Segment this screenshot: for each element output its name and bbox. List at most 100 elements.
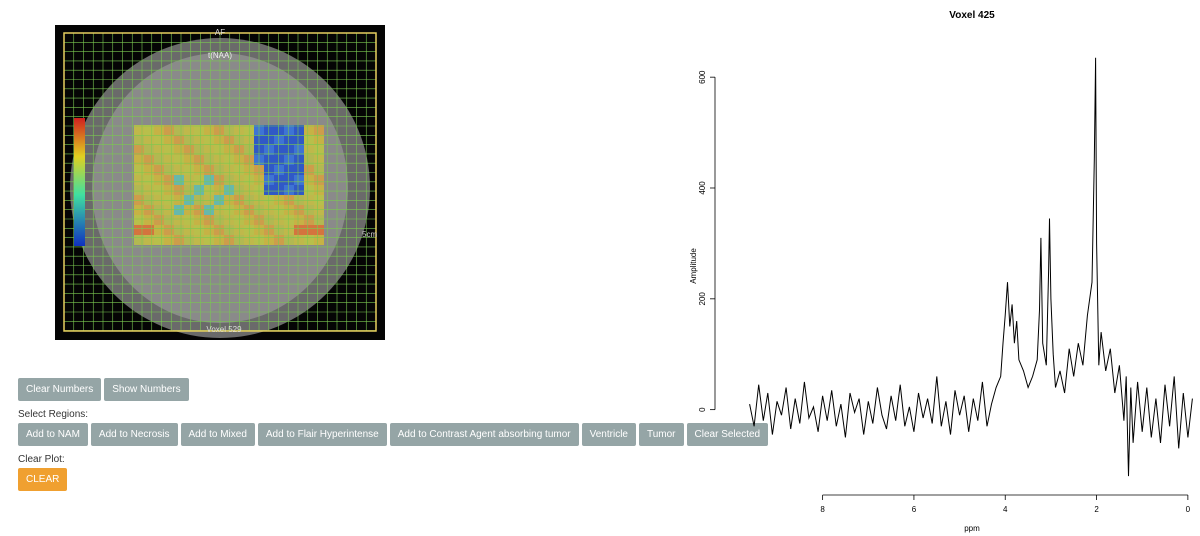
x-axis-label: ppm — [964, 524, 980, 533]
heat-cell — [294, 145, 304, 155]
button[interactable]: Tumor — [639, 423, 684, 446]
heat-cell — [234, 125, 244, 135]
heat-cell — [284, 195, 294, 205]
button[interactable]: Ventricle — [582, 423, 636, 446]
button[interactable]: Show Numbers — [104, 378, 188, 401]
heat-cell — [134, 225, 144, 235]
heat-cell — [144, 215, 154, 225]
heat-cell — [304, 135, 314, 145]
heatmap — [134, 125, 324, 245]
y-tick-label: 400 — [698, 181, 707, 195]
heat-cell — [294, 185, 304, 195]
heat-cell — [234, 235, 244, 245]
heat-cell — [144, 185, 154, 195]
heat-cell — [274, 125, 284, 135]
heat-cell — [154, 215, 164, 225]
heat-cell — [134, 165, 144, 175]
heat-cell — [304, 175, 314, 185]
button[interactable]: Add to Necrosis — [91, 423, 178, 446]
heat-cell — [174, 225, 184, 235]
heat-cell — [234, 135, 244, 145]
heat-cell — [164, 225, 174, 235]
heat-cell — [274, 175, 284, 185]
button[interactable]: Add to Mixed — [181, 423, 255, 446]
image-label: t(NAA) — [208, 51, 232, 60]
heat-cell — [234, 175, 244, 185]
heat-cell — [174, 165, 184, 175]
heat-cell — [314, 195, 324, 205]
image-label: Voxel 529 — [206, 325, 242, 334]
button[interactable]: Clear Numbers — [18, 378, 101, 401]
heat-cell — [174, 185, 184, 195]
heat-cell — [294, 235, 304, 245]
heat-cell — [304, 185, 314, 195]
heat-cell — [184, 145, 194, 155]
button[interactable]: Add to Contrast Agent absorbing tumor — [390, 423, 579, 446]
heat-cell — [284, 225, 294, 235]
heat-cell — [134, 175, 144, 185]
image-label: 5cm — [362, 230, 377, 239]
heat-cell — [304, 215, 314, 225]
heat-cell — [174, 195, 184, 205]
heat-cell — [234, 145, 244, 155]
mri-image: AF t(NAA) Voxel 529 5cm — [52, 23, 392, 343]
heat-cell — [154, 125, 164, 135]
heat-cell — [134, 125, 144, 135]
heat-cell — [274, 165, 284, 175]
heat-cell — [274, 185, 284, 195]
heat-cell — [304, 195, 314, 205]
heat-cell — [214, 175, 224, 185]
heat-cell — [134, 235, 144, 245]
heat-cell — [184, 175, 194, 185]
heat-cell — [204, 165, 214, 175]
heat-cell — [234, 225, 244, 235]
heat-cell — [164, 195, 174, 205]
chart-title: Voxel 425 — [949, 10, 995, 21]
heat-cell — [274, 225, 284, 235]
heat-cell — [274, 215, 284, 225]
button[interactable]: Add to Flair Hyperintense — [258, 423, 387, 446]
heat-cell — [164, 215, 174, 225]
heat-cell — [214, 195, 224, 205]
heat-cell — [134, 145, 144, 155]
heat-cell — [194, 185, 204, 195]
heat-cell — [224, 215, 234, 225]
heat-cell — [234, 185, 244, 195]
heat-cell — [174, 145, 184, 155]
heat-cell — [204, 225, 214, 235]
heat-cell — [154, 175, 164, 185]
heat-cell — [304, 145, 314, 155]
controls: Clear NumbersShow Numbers Select Regions… — [18, 378, 771, 491]
heat-cell — [194, 195, 204, 205]
heat-cell — [194, 215, 204, 225]
heat-cell — [164, 135, 174, 145]
heat-cell — [314, 185, 324, 195]
heat-cell — [284, 135, 294, 145]
heat-cell — [314, 235, 324, 245]
heat-cell — [294, 225, 304, 235]
heat-cell — [144, 175, 154, 185]
heat-cell — [314, 215, 324, 225]
heat-cell — [234, 215, 244, 225]
x-tick-label: 0 — [1186, 505, 1191, 514]
heat-cell — [214, 235, 224, 245]
button[interactable]: Add to NAM — [18, 423, 88, 446]
chart: Voxel 425 ppm Amplitude 864200200400600 — [680, 0, 1200, 536]
heat-cell — [224, 195, 234, 205]
heat-cell — [284, 185, 294, 195]
heat-cell — [184, 185, 194, 195]
heat-cell — [174, 125, 184, 135]
heat-cell — [154, 225, 164, 235]
heat-cell — [154, 145, 164, 155]
heat-cell — [194, 125, 204, 135]
clear-button[interactable]: CLEAR — [18, 468, 67, 491]
heat-cell — [204, 135, 214, 145]
heat-cell — [194, 165, 204, 175]
heat-cell — [224, 135, 234, 145]
heat-cell — [194, 135, 204, 145]
heat-cell — [314, 135, 324, 145]
heat-cell — [204, 195, 214, 205]
heat-cell — [194, 175, 204, 185]
heat-cell — [284, 125, 294, 135]
heat-cell — [154, 185, 164, 195]
